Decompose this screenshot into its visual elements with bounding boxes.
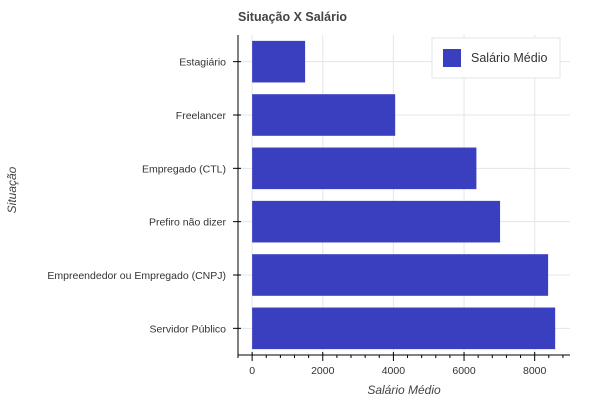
y-axis-ticks: Estagiário Freelancer Empregado (CTL) Prefi…	[47, 57, 241, 335]
bar	[252, 40, 306, 83]
legend-swatch	[443, 49, 461, 67]
x-axis-label: Salário Médio	[367, 383, 441, 397]
y-axis-label: Situação	[5, 166, 19, 213]
y-tick-label: Empregado (CTL)	[142, 163, 226, 175]
bar	[252, 200, 501, 243]
bar	[252, 147, 477, 190]
x-tick-label: 6000	[452, 365, 476, 377]
chart-title: Situação X Salário	[238, 10, 347, 24]
bars	[252, 40, 556, 350]
bar	[252, 254, 549, 296]
x-tick-label: 8000	[523, 365, 547, 377]
x-tick-label: 2000	[311, 365, 335, 377]
plot-area: Estagiário Freelancer Empregado (CTL) Prefi…	[47, 35, 570, 377]
legend: Salário Médio	[431, 37, 561, 79]
bar	[252, 307, 556, 350]
y-tick-label: Freelancer	[176, 110, 227, 122]
grid-lines	[238, 35, 570, 355]
x-tick-label: 4000	[382, 365, 406, 377]
y-tick-label: Prefiro não dizer	[149, 217, 227, 229]
y-tick-label: Servidor Público	[150, 323, 227, 335]
legend-label: Salário Médio	[471, 51, 547, 65]
x-axis-ticks: 0 2000 4000 6000 8000	[237, 352, 564, 377]
y-tick-label: Estagiário	[179, 57, 226, 69]
bar	[252, 94, 396, 136]
x-tick-label: 0	[249, 365, 255, 377]
y-tick-label: Empreendedor ou Empregado (CNPJ)	[47, 270, 226, 282]
